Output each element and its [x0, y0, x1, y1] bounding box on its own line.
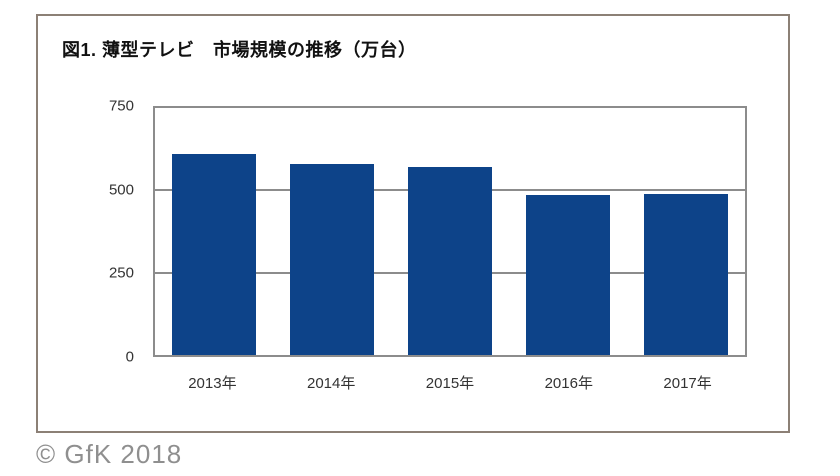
bar-2013年 [171, 154, 257, 355]
x-tick-label-2013年: 2013年 [188, 375, 237, 392]
y-tick-label-0: 0 [125, 348, 134, 366]
y-tick-label-250: 250 [108, 264, 134, 282]
plot-area [153, 106, 747, 357]
bar-2014年 [289, 164, 375, 355]
y-tick-label-500: 500 [108, 181, 134, 199]
x-tick-label-2017年: 2017年 [663, 375, 712, 392]
x-tick-label-2014年: 2014年 [307, 375, 356, 392]
y-tick-label-750: 750 [108, 97, 134, 115]
bar-slot-2014年 [273, 108, 391, 355]
x-axis: 2013年 2014年 2015年 2016年 2017年 [153, 372, 747, 393]
x-tick-label-2015年: 2015年 [425, 375, 475, 392]
bar-slot-2016年 [509, 108, 627, 355]
bar-2015年 [407, 167, 493, 355]
bar-slot-2015年 [391, 108, 509, 355]
bar-slot-2017年 [627, 108, 745, 355]
bar-2016年 [525, 195, 611, 355]
bar-slot-2013年 [155, 108, 273, 355]
y-axis: 0 250 500 750 [38, 99, 134, 365]
chart-title: 図1. 薄型テレビ 市場規模の推移（万台） [62, 40, 417, 60]
chart-frame: 図1. 薄型テレビ 市場規模の推移（万台） 0 250 500 750 2013年 20… [36, 14, 790, 433]
copyright-text: © GfK 2018 [36, 439, 183, 469]
bar-2017年 [643, 193, 729, 355]
x-tick-label-2016年: 2016年 [544, 375, 593, 392]
